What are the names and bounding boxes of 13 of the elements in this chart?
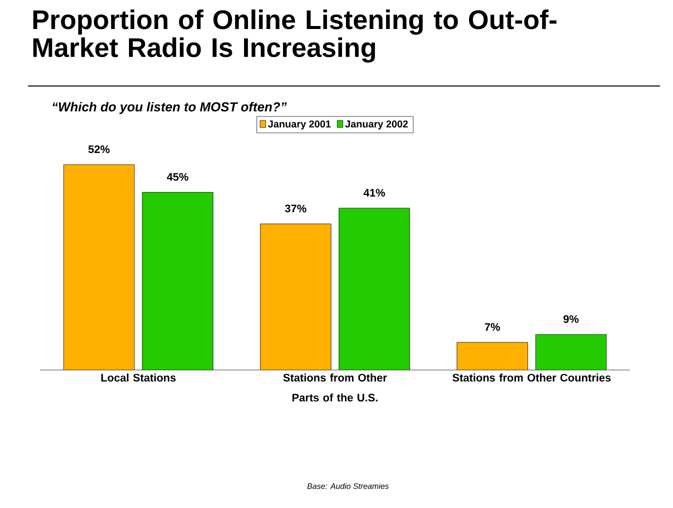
data-label: 7% [484,323,500,331]
legend-label: January 2001 [268,120,331,130]
data-label: 41% [364,188,386,197]
legend-label: January 2002 [345,120,408,130]
data-label: 9% [563,315,579,323]
x-tick-label: Stations from Other Parts of the U.S. [283,374,387,402]
data-label: 37% [284,204,306,212]
x-tick-label: Local Stations [101,374,176,382]
x-tick-label: Stations from Other Countries [452,374,611,382]
chart-title: Proportion of Online Listening to Out-of-Market Radio Is Increasing [33,10,556,63]
chart-subtitle: “Which do you listen to MOST often?” [52,102,287,114]
data-label: 52% [88,145,110,154]
data-label: 45% [166,173,188,181]
